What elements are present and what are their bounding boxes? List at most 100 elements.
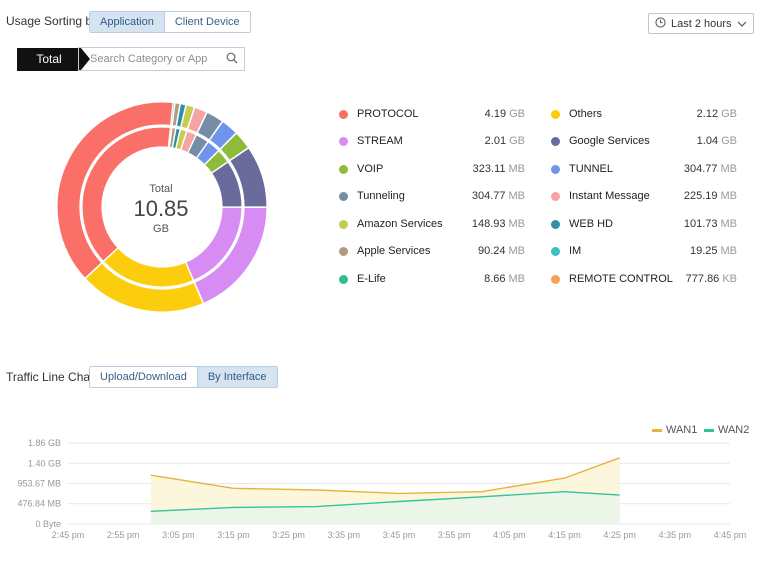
x-tick-label: 2:55 pm — [107, 530, 140, 540]
legend-item-name: Tunneling — [357, 190, 405, 202]
x-tick-label: 3:05 pm — [162, 530, 195, 540]
x-tick-label: 3:55 pm — [438, 530, 471, 540]
x-tick-label: 3:15 pm — [217, 530, 250, 540]
sort-client-device-button[interactable]: Client Device — [163, 12, 250, 32]
legend-dot — [551, 136, 560, 146]
x-tick-label: 2:45 pm — [52, 530, 85, 540]
legend-dot — [551, 246, 560, 256]
clock-icon — [655, 16, 666, 31]
legend-dot — [339, 109, 348, 119]
series-area-wan2 — [150, 491, 620, 524]
legend-item-google-services[interactable]: Google Services 1.04 GB — [551, 133, 737, 149]
time-range-value: Last 2 hours — [671, 17, 732, 30]
x-tick-label: 4:15 pm — [548, 530, 581, 540]
legend-item-value: 8.66 MB — [484, 273, 525, 285]
donut-center-title: Total — [149, 183, 173, 195]
search-icon[interactable] — [226, 52, 238, 67]
y-tick-label: 1.86 GB — [28, 438, 61, 448]
legend-item-name: WEB HD — [569, 218, 613, 230]
legend-item-name: E-Life — [357, 273, 386, 285]
wan1-swatch — [652, 428, 662, 432]
x-tick-label: 4:25 pm — [603, 530, 636, 540]
donut-center-unit: GB — [153, 223, 169, 235]
legend-item-value: 225.19 MB — [683, 190, 737, 202]
x-tick-label: 3:25 pm — [272, 530, 305, 540]
x-tick-label: 3:35 pm — [328, 530, 361, 540]
legend-item-im[interactable]: IM 19.25 MB — [551, 243, 737, 259]
wan2-swatch — [704, 428, 714, 432]
sort-toggle: Application Client Device — [89, 11, 251, 33]
legend-item-name: Others — [569, 108, 603, 120]
traffic-toggle: Upload/Download By Interface — [89, 366, 278, 388]
x-tick-label: 4:35 pm — [659, 530, 692, 540]
legend-item-name: Apple Services — [357, 245, 431, 257]
legend-item-value: 304.77 MB — [471, 190, 525, 202]
legend-item-voip[interactable]: VOIP 323.11 MB — [339, 161, 525, 177]
legend-item-e-life[interactable]: E-Life 8.66 MB — [339, 271, 525, 287]
legend-item-name: Google Services — [569, 135, 650, 147]
legend-item-others[interactable]: Others 2.12 GB — [551, 106, 737, 122]
legend-dot — [551, 191, 560, 201]
legend-item-name: STREAM — [357, 135, 403, 147]
legend-item-tunneling[interactable]: Tunneling 304.77 MB — [339, 188, 525, 204]
donut-slice-inner-protocol — [81, 126, 172, 263]
legend-item-amazon-services[interactable]: Amazon Services 148.93 MB — [339, 216, 525, 232]
legend-wan1[interactable]: WAN1 — [652, 424, 697, 436]
legend-wan1-label: WAN1 — [666, 424, 698, 436]
search-input[interactable] — [90, 53, 222, 65]
legend-item-value: 90.24 MB — [477, 245, 525, 257]
legend-item-name: Amazon Services — [357, 218, 443, 230]
usage-donut-chart — [56, 101, 268, 313]
legend-dot — [339, 191, 348, 201]
legend-item-name: VOIP — [357, 163, 384, 175]
legend-item-value: 2.12 GB — [696, 108, 737, 120]
legend-item-tunnel[interactable]: TUNNEL 304.77 MB — [551, 161, 737, 177]
legend-item-stream[interactable]: STREAM 2.01 GB — [339, 133, 525, 149]
legend-dot — [339, 164, 348, 174]
x-tick-label: 3:45 pm — [383, 530, 416, 540]
legend-dot — [339, 274, 348, 284]
by-interface-button[interactable]: By Interface — [196, 367, 277, 387]
donut-slice-outer-protocol — [56, 101, 174, 280]
legend-item-value: 304.77 MB — [683, 163, 737, 175]
legend-item-value: 148.93 MB — [471, 218, 525, 230]
legend-item-value: 777.86 KB — [685, 273, 737, 285]
legend-item-name: TUNNEL — [569, 163, 614, 175]
legend-item-name: IM — [569, 245, 582, 257]
donut-center-total: Total 10.85 GB — [116, 183, 206, 235]
legend-item-protocol[interactable]: PROTOCOL 4.19 GB — [339, 106, 525, 122]
legend-dot — [551, 219, 560, 229]
traffic-chart-label: Traffic Line Chart — [6, 370, 98, 384]
legend-dot — [551, 109, 560, 119]
upload-download-button[interactable]: Upload/Download — [90, 367, 197, 387]
donut-center-value: 10.85 — [133, 196, 189, 221]
legend-item-value: 101.73 MB — [683, 218, 737, 230]
legend-item-web-hd[interactable]: WEB HD 101.73 MB — [551, 216, 737, 232]
legend-item-instant-message[interactable]: Instant Message 225.19 MB — [551, 188, 737, 204]
total-tab[interactable]: Total — [17, 48, 90, 71]
sort-application-button[interactable]: Application — [90, 12, 164, 32]
legend-item-remote-control[interactable]: REMOTE CONTROL 777.86 KB — [551, 271, 737, 287]
y-tick-label: 476.84 MB — [17, 499, 61, 509]
legend-item-name: PROTOCOL — [357, 108, 419, 120]
legend-item-value: 2.01 GB — [484, 135, 525, 147]
x-tick-label: 4:05 pm — [493, 530, 526, 540]
chevron-down-icon — [737, 18, 747, 30]
legend-item-value: 19.25 MB — [689, 245, 737, 257]
legend-dot — [339, 219, 348, 229]
legend-item-apple-services[interactable]: Apple Services 90.24 MB — [339, 243, 525, 259]
legend-dot — [551, 164, 560, 174]
legend-wan2-label: WAN2 — [718, 424, 750, 436]
legend-wan2[interactable]: WAN2 — [704, 424, 749, 436]
y-tick-label: 1.40 GB — [28, 458, 61, 468]
y-tick-label: 953.67 MB — [17, 479, 61, 489]
legend-dot — [339, 136, 348, 146]
sort-label: Usage Sorting by — [6, 14, 99, 28]
legend-item-value: 4.19 GB — [484, 108, 525, 120]
search-field[interactable] — [78, 47, 245, 71]
traffic-line-chart: 0 Byte 476.84 MB 953.67 MB 1.40 GB 1.86 GB 2:… — [17, 438, 746, 540]
time-range-select[interactable]: Last 2 hours — [648, 13, 754, 34]
legend-item-name: Instant Message — [569, 190, 650, 202]
legend-dot — [551, 274, 560, 284]
legend-dot — [339, 246, 348, 256]
